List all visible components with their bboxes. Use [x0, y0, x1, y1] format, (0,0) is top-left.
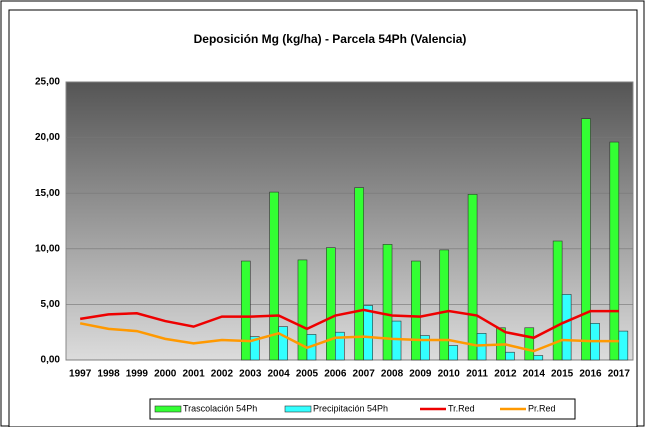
- x-tick-label: 2001: [182, 369, 205, 380]
- bar: [240, 260, 251, 361]
- bar: [618, 330, 629, 361]
- bar: [269, 191, 279, 361]
- bar: [249, 336, 260, 361]
- legend-label: Pr.Red: [528, 403, 556, 413]
- x-tick-label: 2004: [268, 369, 291, 380]
- y-tick-label: 0,00: [41, 355, 61, 366]
- bar: [524, 327, 535, 361]
- x-tick-label: 2008: [381, 369, 404, 380]
- bar: [505, 351, 515, 361]
- bar: [467, 194, 478, 361]
- x-tick-label: 2009: [409, 369, 432, 380]
- bar: [561, 294, 572, 361]
- bar: [354, 187, 364, 361]
- bar: [581, 118, 591, 361]
- x-tick-label: 2011: [466, 369, 488, 380]
- legend-label: Precipitación 54Ph: [313, 403, 388, 413]
- chart-title: Deposición Mg (kg/ha) - Parcela 54Ph (Va…: [194, 32, 467, 46]
- x-tick-label: 2012: [494, 369, 517, 380]
- legend-label: Trascolación 54Ph: [183, 403, 257, 413]
- x-tick-label: 2006: [324, 369, 347, 380]
- x-tick-label: 2000: [154, 369, 177, 380]
- bar: [382, 244, 393, 361]
- bar: [439, 249, 450, 361]
- x-tick-label: 2017: [608, 369, 631, 380]
- legend-swatch: [154, 405, 182, 413]
- y-tick-label: 20,00: [35, 132, 60, 143]
- x-tick-label: 2014: [523, 369, 546, 380]
- bar: [411, 260, 421, 361]
- bar: [326, 247, 336, 361]
- x-tick-label: 1997: [69, 369, 92, 380]
- x-tick-label: 1998: [97, 369, 120, 380]
- bar: [533, 355, 544, 361]
- bar: [448, 345, 459, 361]
- legend-label: Tr.Red: [448, 403, 475, 413]
- line: [79, 322, 619, 353]
- bar: [278, 326, 288, 361]
- y-tick-label: 25,00: [35, 77, 60, 88]
- bar: [363, 305, 373, 361]
- x-tick-label: 2003: [239, 369, 262, 380]
- legend-swatch: [284, 405, 312, 413]
- line: [79, 308, 619, 340]
- x-tick-label: 2005: [296, 369, 319, 380]
- bar: [335, 331, 345, 361]
- bar: [420, 335, 430, 361]
- bar: [609, 141, 620, 361]
- x-tick-label: 2007: [353, 369, 376, 380]
- y-tick-label: 15,00: [35, 188, 60, 199]
- x-tick-label: 2015: [551, 369, 574, 380]
- bar: [391, 320, 402, 361]
- legend: [149, 398, 576, 420]
- x-tick-label: 2016: [579, 369, 602, 380]
- bar: [297, 259, 308, 361]
- x-tick-label: 2002: [211, 369, 234, 380]
- x-tick-label: 1999: [126, 369, 149, 380]
- x-tick-label: 2010: [438, 369, 461, 380]
- y-tick-label: 5,00: [41, 299, 61, 310]
- y-tick-label: 10,00: [35, 243, 60, 254]
